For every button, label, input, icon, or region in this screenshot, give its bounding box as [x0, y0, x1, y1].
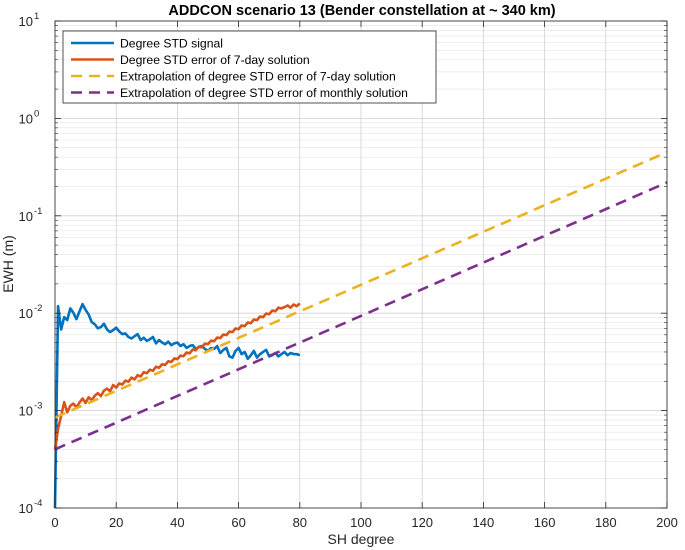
x-tick-label: 0	[51, 515, 58, 530]
axis-ticks	[54, 20, 668, 509]
y-tick-label: 10	[19, 209, 33, 224]
legend-label: Degree STD signal	[120, 37, 223, 51]
y-tick-label: 10	[19, 14, 33, 29]
chart-title: ADDCON scenario 13 (Bender constellation…	[168, 3, 555, 19]
x-tick-labels: 0 20 40 60 80 100 120 140 160 180 200	[51, 515, 677, 530]
series-line-3	[54, 181, 668, 451]
x-tick-label: 120	[411, 515, 433, 530]
y-tick-exponent: -4	[34, 498, 42, 509]
series-line-0	[53, 302, 301, 509]
series-line-1	[53, 302, 301, 450]
x-tick-label: 160	[534, 515, 556, 530]
legend-box	[62, 30, 437, 104]
y-tick-exponent: 0	[34, 108, 39, 119]
y-tick-label: 10	[19, 306, 33, 321]
legend: Degree STD signal Degree STD error of 7-d…	[62, 30, 437, 104]
x-tick-label: 40	[170, 515, 184, 530]
y-tick-exponent: -3	[34, 401, 42, 412]
series-layer	[53, 150, 668, 509]
y-axis-label: EWH (m)	[0, 235, 16, 293]
x-tick-label: 200	[656, 515, 678, 530]
y-tick-label: 10	[19, 111, 33, 126]
x-tick-label: 20	[109, 515, 123, 530]
x-tick-label: 100	[350, 515, 372, 530]
y-tick-label: 10	[19, 501, 33, 516]
legend-entries: Degree STD signal Degree STD error of 7-d…	[71, 37, 408, 100]
legend-label: Extrapolation of degree STD error of 7-d…	[120, 70, 396, 84]
y-tick-exponent: 1	[34, 11, 39, 22]
y-tick-exponent: -1	[34, 206, 42, 217]
x-tick-label: 140	[473, 515, 495, 530]
x-axis-label: SH degree	[328, 531, 395, 547]
y-tick-exponent: -2	[34, 303, 42, 314]
series-line-2	[54, 150, 668, 419]
x-tick-label: 80	[293, 515, 307, 530]
legend-label: Degree STD error of 7-day solution	[120, 53, 310, 67]
y-tick-label: 10	[19, 404, 33, 419]
x-tick-label: 60	[231, 515, 245, 530]
x-tick-label: 180	[595, 515, 617, 530]
legend-label: Extrapolation of degree STD error of mon…	[120, 86, 408, 100]
